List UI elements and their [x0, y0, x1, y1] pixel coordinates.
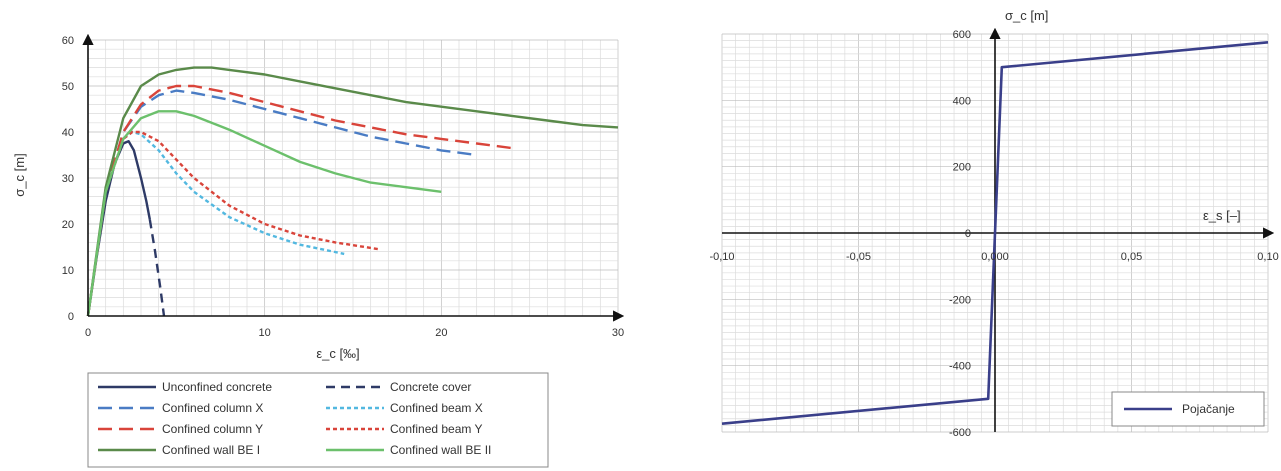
chart1-legend: Unconfined concrete Concrete cover Confine…: [87, 372, 549, 468]
chart-stress-strain-concrete: 0 10 20 30 0 10 20 30 40 50 60 σ_c [m] ε_c [‰] Unc…: [12, 33, 625, 468]
chart1-legend-label: Confined wall BE I: [162, 443, 260, 457]
chart1-y-tick-label: 40: [62, 127, 74, 139]
chart2-y-tick-label: 200: [953, 162, 971, 174]
chart1-legend-label: Concrete cover: [390, 380, 471, 394]
chart1-y-tick-label: 0: [68, 311, 74, 323]
chart1-series-line-1: [148, 219, 166, 317]
chart1-x-tick-label: 20: [435, 327, 447, 339]
chart2-x-tick-label: 0,10: [1257, 251, 1278, 263]
chart1-y-tick-label: 30: [62, 173, 74, 185]
chart2-series-line-0: [721, 41, 1269, 425]
chart2-x-tick-label: 0,000: [981, 251, 1009, 263]
chart1-legend-label: Unconfined concrete: [162, 380, 272, 394]
chart1-tick-labels: 0 10 20 30 0 10 20 30 40 50 60: [62, 35, 624, 339]
chart2-y-tick-label: 600: [953, 29, 971, 41]
chart2-y-tick-label: 0: [965, 228, 971, 240]
chart2-x-tick-label: -0,05: [846, 251, 871, 263]
chart1-legend-label: Confined wall BE II: [390, 443, 491, 457]
chart1-axes: [82, 33, 625, 322]
chart2-x-axis-label: ε_s [–]: [1203, 208, 1241, 223]
chart1-y-axis-label: σ_c [m]: [12, 153, 27, 196]
chart1-series-line-4: [86, 84, 513, 317]
chart2-x-tick-label: 0,05: [1121, 251, 1142, 263]
chart2-y-tick-label: -600: [949, 427, 971, 439]
chart1-y-tick-label: 60: [62, 35, 74, 47]
chart1-series-line-5: [86, 130, 380, 317]
chart2-tick-labels: -0,10 -0,05 0,000 0,05 0,10 -600 -400 -200 0 200 4…: [709, 29, 1278, 439]
chart1-legend-label: Confined beam X: [390, 401, 483, 415]
chart1-x-tick-label: 30: [612, 327, 624, 339]
chart1-legend-label: Confined column Y: [162, 422, 263, 436]
chart2-x-tick-label: -0,10: [709, 251, 734, 263]
chart1-legend-label: Confined beam Y: [390, 422, 483, 436]
chart2-y-tick-label: -400: [949, 361, 971, 373]
chart2-series: [721, 41, 1269, 425]
chart1-legend-box: [87, 372, 549, 468]
chart1-y-tick-label: 10: [62, 265, 74, 277]
chart1-y-tick-label: 50: [62, 81, 74, 93]
chart2-legend: Pojačanje: [1111, 391, 1265, 427]
chart1-x-axis-label: ε_c [‰]: [316, 346, 359, 361]
chart2-y-axis-label: σ_c [m]: [1005, 8, 1048, 23]
chart1-x-tick-label: 0: [85, 327, 91, 339]
chart-stress-strain-steel: -0,10 -0,05 0,000 0,05 0,10 -600 -400 -200 0 200 4…: [709, 8, 1278, 439]
chart1-series-line-6: [86, 66, 619, 317]
chart1-y-tick-label: 20: [62, 219, 74, 231]
chart2-legend-label: Pojačanje: [1182, 402, 1235, 416]
chart1-x-tick-label: 10: [259, 327, 271, 339]
chart2-y-tick-label: 400: [953, 95, 971, 107]
chart1-series: [86, 66, 619, 317]
chart1-series-line-7: [86, 110, 442, 317]
chart1-legend-label: Confined column X: [162, 401, 263, 415]
chart2-y-tick-label: -200: [949, 294, 971, 306]
